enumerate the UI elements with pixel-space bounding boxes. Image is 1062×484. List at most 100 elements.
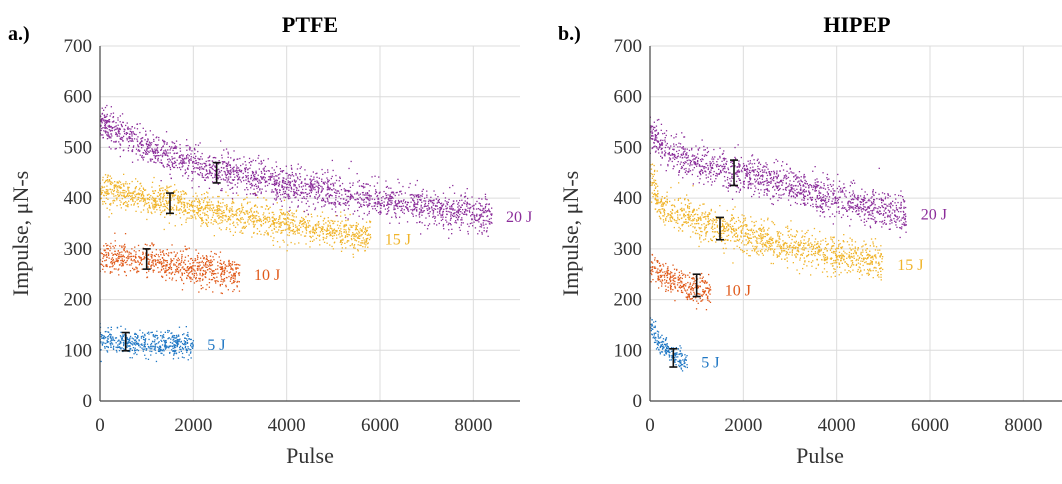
data-point <box>250 161 251 162</box>
data-point <box>187 343 188 344</box>
data-point <box>190 353 191 354</box>
data-point <box>221 190 222 191</box>
data-point <box>370 234 371 235</box>
data-point <box>154 255 155 256</box>
data-point <box>215 269 216 270</box>
data-point <box>321 200 322 201</box>
data-point <box>218 196 219 197</box>
data-point <box>236 168 237 169</box>
data-point <box>147 147 148 148</box>
data-point <box>483 216 484 217</box>
data-point <box>287 234 288 235</box>
data-point <box>278 174 279 175</box>
data-point <box>197 269 198 270</box>
data-point <box>288 194 289 195</box>
data-point <box>413 204 414 205</box>
data-point <box>156 136 157 137</box>
data-point <box>364 194 365 195</box>
data-point <box>123 136 124 137</box>
data-point <box>166 203 167 204</box>
data-point <box>208 217 209 218</box>
data-point <box>269 213 270 214</box>
data-point <box>204 166 205 167</box>
data-point <box>279 181 280 182</box>
data-point <box>154 339 155 340</box>
data-point <box>206 220 207 221</box>
data-point <box>261 160 262 161</box>
data-point <box>451 212 452 213</box>
data-point <box>261 173 262 174</box>
data-point <box>153 141 154 142</box>
data-point <box>278 185 279 186</box>
data-point <box>399 202 400 203</box>
data-point <box>459 227 460 228</box>
data-point <box>223 215 224 216</box>
data-point <box>116 350 117 351</box>
data-point <box>287 177 288 178</box>
data-point <box>111 184 112 185</box>
data-point <box>121 125 122 126</box>
data-point <box>281 209 282 210</box>
data-point <box>194 265 195 266</box>
data-point <box>261 171 262 172</box>
data-point <box>155 346 156 347</box>
data-point <box>306 229 307 230</box>
data-point <box>390 188 391 189</box>
data-point <box>684 361 685 362</box>
data-point <box>224 271 225 272</box>
data-point <box>155 156 156 157</box>
data-point <box>319 240 320 241</box>
data-point <box>174 163 175 164</box>
data-point <box>179 213 180 214</box>
data-point <box>488 236 489 237</box>
data-point <box>166 345 167 346</box>
data-point <box>489 223 490 224</box>
data-point <box>389 200 390 201</box>
data-point <box>164 153 165 154</box>
data-point <box>288 221 289 222</box>
data-point <box>285 229 286 230</box>
data-point <box>107 190 108 191</box>
data-point <box>275 183 276 184</box>
data-point <box>348 196 349 197</box>
data-point <box>106 193 107 194</box>
data-point <box>121 262 122 263</box>
data-point <box>291 212 292 213</box>
data-point <box>179 352 180 353</box>
data-point <box>152 206 153 207</box>
data-point <box>180 199 181 200</box>
data-point <box>313 228 314 229</box>
data-point <box>133 145 134 146</box>
data-point <box>279 189 280 190</box>
data-point <box>294 221 295 222</box>
data-point <box>353 257 354 258</box>
data-point <box>126 257 127 258</box>
data-point <box>207 207 208 208</box>
data-point <box>122 339 123 340</box>
data-point <box>198 186 199 187</box>
data-point <box>299 173 300 174</box>
data-point <box>219 177 220 178</box>
data-point <box>466 204 467 205</box>
data-point <box>118 274 119 275</box>
data-point <box>351 197 352 198</box>
data-point <box>164 270 165 271</box>
data-point <box>171 252 172 253</box>
data-point <box>191 156 192 157</box>
data-point <box>109 209 110 210</box>
data-point <box>125 181 126 182</box>
data-point <box>323 188 324 189</box>
data-point <box>231 172 232 173</box>
data-point <box>166 347 167 348</box>
data-point <box>272 189 273 190</box>
data-point <box>188 175 189 176</box>
data-point <box>136 194 137 195</box>
data-point <box>162 201 163 202</box>
data-point <box>186 219 187 220</box>
data-point <box>155 198 156 199</box>
data-point <box>148 194 149 195</box>
data-point <box>474 219 475 220</box>
data-point <box>354 239 355 240</box>
data-point <box>135 344 136 345</box>
